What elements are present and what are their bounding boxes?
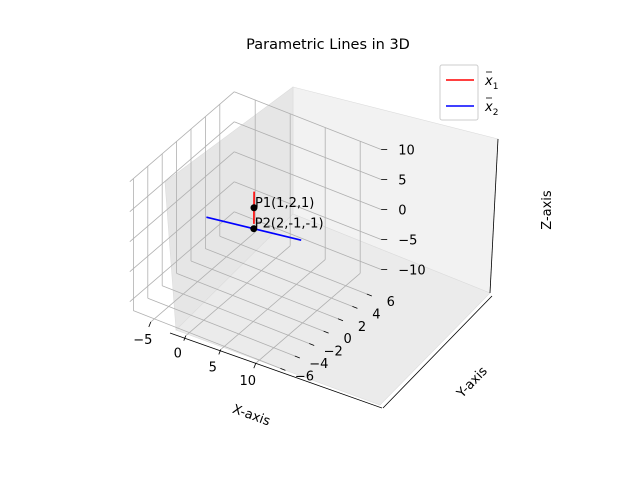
axis-lines: [169, 138, 499, 409]
y-tick-mark: [366, 293, 372, 297]
y-gridline-floor: [219, 235, 367, 295]
y-gridline-floor: [176, 273, 324, 332]
z-gridline-back: [234, 151, 382, 210]
y-tick-label: −2: [324, 345, 343, 360]
x-tick-label: 0: [174, 347, 182, 362]
z-gridline-back: [234, 181, 382, 240]
z-gridline-back: [234, 211, 382, 270]
y-tick-mark: [323, 330, 329, 334]
y-gridline-floor: [147, 297, 295, 357]
z-gridline-left: [129, 151, 235, 243]
z-gridline-left: [129, 211, 235, 303]
legend-label-1: x1: [484, 74, 498, 92]
y-tick-mark: [309, 343, 315, 346]
x-tick-mark: [183, 335, 187, 341]
x-tick-label: −5: [133, 333, 152, 348]
z-tick-label: 0: [398, 204, 406, 219]
y-axis-label: Y-axis: [453, 364, 490, 402]
series-line-2: [206, 216, 302, 241]
z-tick-label: −5: [398, 234, 417, 249]
x-tick-mark: [148, 321, 152, 328]
z-tick-label: −10: [398, 264, 425, 279]
x-tick-label: 10: [240, 374, 257, 389]
annotation-point-1: [250, 204, 258, 212]
y-gridline-floor: [133, 310, 281, 369]
y-tick-mark: [337, 318, 344, 322]
z-gridline-left: [129, 91, 235, 183]
annotation-label-1: P1(1,2,1): [255, 196, 314, 211]
grid-lines: [129, 91, 382, 369]
y-tick-mark: [280, 367, 286, 371]
x-tick-mark: [218, 349, 222, 355]
y-tick-mark: [294, 355, 300, 359]
y-gridline-floor: [162, 285, 310, 344]
y-tick-label: −6: [295, 369, 314, 384]
legend-label-2: x2: [484, 100, 498, 118]
x-gridline-floor: [185, 245, 291, 337]
y-tick-label: 2: [358, 320, 366, 335]
z-gridline-back: [234, 91, 382, 150]
y-tick-label: 0: [343, 332, 351, 347]
x-axis-ticks: −5 0 5 10: [133, 321, 257, 389]
x-gridline-floor: [255, 272, 361, 364]
y-axis-line: [382, 295, 493, 409]
z-tick-label: 10: [398, 144, 415, 159]
chart-title: Parametric Lines in 3D: [246, 37, 410, 53]
point-annotations: P1(1,2,1) P2(2,-1,-1): [250, 196, 324, 233]
z-axis-ticks: −10 −5 0 5 10: [381, 144, 426, 279]
legend-frame: [439, 64, 479, 121]
y-tick-label: 6: [387, 295, 395, 310]
y-tick-mark: [352, 305, 358, 309]
z-gridline-left: [129, 181, 235, 273]
x-tick-mark: [253, 363, 257, 369]
annotation-label-2: P2(2,-1,-1): [255, 217, 324, 232]
y-gridline-floor: [190, 260, 339, 320]
z-axis-label: Z-axis: [540, 190, 555, 230]
annotation-point-2: [250, 225, 258, 233]
x-axis-label: X-axis: [230, 402, 272, 430]
x-axis-line: [169, 332, 383, 409]
y-gridline-floor: [205, 248, 353, 307]
x-gridline-floor: [220, 259, 326, 350]
y-tick-label: 4: [372, 307, 380, 322]
y-tick-label: −4: [309, 357, 328, 372]
x-tick-label: 5: [209, 360, 217, 375]
x-gridline-floor: [150, 231, 256, 323]
z-gridline-back: [234, 121, 382, 180]
z-gridline-left: [129, 121, 235, 213]
z-tick-label: 5: [398, 174, 406, 189]
z-axis-line: [489, 138, 499, 294]
